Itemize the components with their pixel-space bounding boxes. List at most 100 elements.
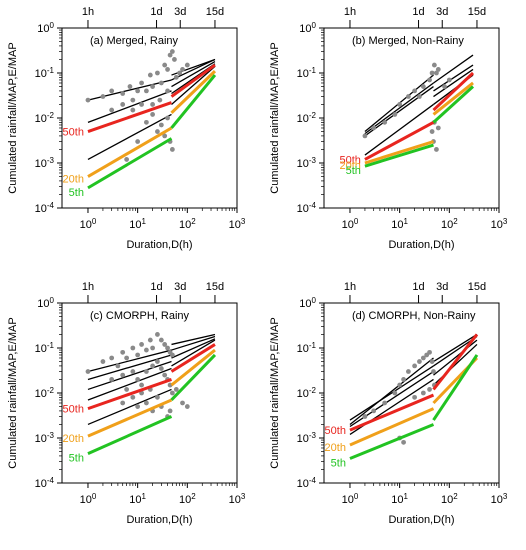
data-point bbox=[431, 369, 436, 374]
x-tick-label: 102 bbox=[441, 492, 458, 506]
data-point bbox=[371, 408, 377, 414]
data-point bbox=[135, 88, 141, 94]
data-point bbox=[158, 366, 164, 371]
percentile-line-20th bbox=[87, 126, 173, 178]
top-axis-label: 1h bbox=[344, 6, 356, 18]
plot-area bbox=[85, 332, 217, 455]
y-axis-title: Cumulated rainfall/MAP,E/MAP bbox=[269, 317, 281, 468]
data-point bbox=[130, 97, 136, 103]
percentile-line-5th bbox=[432, 354, 479, 421]
x-tick-label: 100 bbox=[342, 492, 359, 506]
data-point bbox=[435, 67, 441, 72]
x-tick-label: 100 bbox=[342, 217, 359, 231]
top-axis-label: 1d bbox=[412, 281, 424, 293]
data-point bbox=[167, 408, 173, 414]
data-point bbox=[397, 102, 403, 107]
data-point bbox=[109, 88, 115, 94]
y-tick-label: 10-3 bbox=[35, 156, 55, 170]
data-point bbox=[446, 77, 452, 83]
data-point bbox=[157, 97, 163, 103]
y-axis-title: Cumulated rainfall/MAP,E/MAP bbox=[269, 42, 281, 193]
data-point bbox=[130, 345, 136, 351]
y-tick-label: 10-2 bbox=[297, 111, 317, 125]
data-point bbox=[150, 363, 156, 369]
x-tick-label: 100 bbox=[80, 217, 97, 231]
y-tick-label: 10-2 bbox=[35, 111, 55, 125]
data-point bbox=[120, 102, 126, 107]
series-line-segment bbox=[364, 86, 434, 137]
top-axis-label: 15d bbox=[206, 6, 224, 18]
data-point bbox=[435, 125, 441, 131]
data-point bbox=[427, 349, 432, 355]
percentile-label-20th: 20th bbox=[325, 442, 346, 454]
data-point bbox=[427, 77, 432, 83]
percentile-line-20th bbox=[364, 140, 434, 165]
percentile-line-5th bbox=[364, 143, 434, 168]
percentile-line-50th bbox=[87, 378, 172, 411]
percentile-label-5th: 5th bbox=[331, 458, 346, 470]
percentile-label-50th: 50th bbox=[63, 404, 84, 416]
data-point bbox=[143, 119, 149, 125]
percentile-line-20th bbox=[170, 70, 216, 114]
series-line-segment bbox=[433, 68, 474, 98]
data-point bbox=[405, 94, 411, 99]
data-point bbox=[417, 94, 422, 99]
data-point bbox=[139, 102, 144, 107]
data-point bbox=[434, 147, 439, 152]
data-point bbox=[184, 404, 190, 409]
panel-title: (c) CMORPH, Rainy bbox=[90, 310, 190, 322]
data-point bbox=[150, 345, 156, 351]
data-point bbox=[173, 74, 179, 80]
y-tick-label: 10-4 bbox=[35, 476, 55, 490]
percentile-label-20th: 20th bbox=[63, 174, 84, 186]
data-point bbox=[109, 377, 115, 382]
y-axis-title: Cumulated rainfall/MAP,E/MAP bbox=[7, 317, 19, 468]
y-tick-label: 10-1 bbox=[35, 341, 55, 355]
data-point bbox=[165, 88, 170, 94]
data-point bbox=[392, 112, 398, 117]
data-point bbox=[169, 352, 175, 358]
data-point bbox=[155, 129, 160, 134]
percentile-label-50th: 50th bbox=[325, 425, 346, 437]
y-tick-label: 100 bbox=[299, 21, 316, 35]
data-point bbox=[158, 122, 164, 128]
data-point bbox=[412, 363, 418, 369]
data-point bbox=[417, 359, 422, 364]
x-axis-title: Duration,D(h) bbox=[388, 239, 454, 251]
data-point bbox=[158, 80, 164, 86]
data-point bbox=[401, 439, 406, 445]
top-axis-label: 15d bbox=[206, 281, 224, 293]
series-line-segment bbox=[171, 335, 216, 351]
top-axis-label: 1h bbox=[344, 281, 356, 293]
data-point bbox=[362, 414, 368, 419]
data-point bbox=[120, 400, 126, 406]
data-point bbox=[169, 49, 175, 54]
panel-a: 100 10-1 10-2 10-3 10-4 100 101 102 103 1h 1d 3d 15d… bbox=[7, 6, 246, 251]
percentile-line-50th bbox=[170, 343, 216, 373]
data-point bbox=[150, 84, 156, 89]
percentile-line-5th bbox=[87, 415, 173, 455]
top-axis-label: 1d bbox=[150, 6, 162, 18]
data-point bbox=[85, 369, 91, 374]
series-line-segment bbox=[364, 82, 434, 135]
series-line-segment bbox=[87, 90, 172, 123]
y-tick-label: 10-2 bbox=[297, 386, 317, 400]
percentile-label-5th: 5th bbox=[346, 165, 361, 177]
y-tick-label: 100 bbox=[37, 296, 54, 310]
y-axis-title: Cumulated rainfall/MAP,E/MAP bbox=[7, 42, 19, 193]
plot-frame bbox=[61, 302, 238, 484]
y-tick-label: 10-4 bbox=[35, 201, 55, 215]
data-point bbox=[412, 88, 418, 94]
series-line-segment bbox=[433, 64, 474, 92]
y-tick-label: 10-3 bbox=[297, 431, 317, 445]
x-axis-title: Duration,D(h) bbox=[126, 239, 192, 251]
x-axis-title: Duration,D(h) bbox=[388, 514, 454, 526]
data-point bbox=[429, 129, 435, 134]
percentile-line-50th bbox=[364, 121, 435, 161]
series-line-segment bbox=[433, 333, 478, 363]
top-axis-label: 3d bbox=[436, 281, 448, 293]
data-point bbox=[429, 70, 435, 76]
data-point bbox=[100, 359, 106, 364]
data-point bbox=[165, 115, 170, 121]
series-line-segment bbox=[364, 103, 434, 156]
